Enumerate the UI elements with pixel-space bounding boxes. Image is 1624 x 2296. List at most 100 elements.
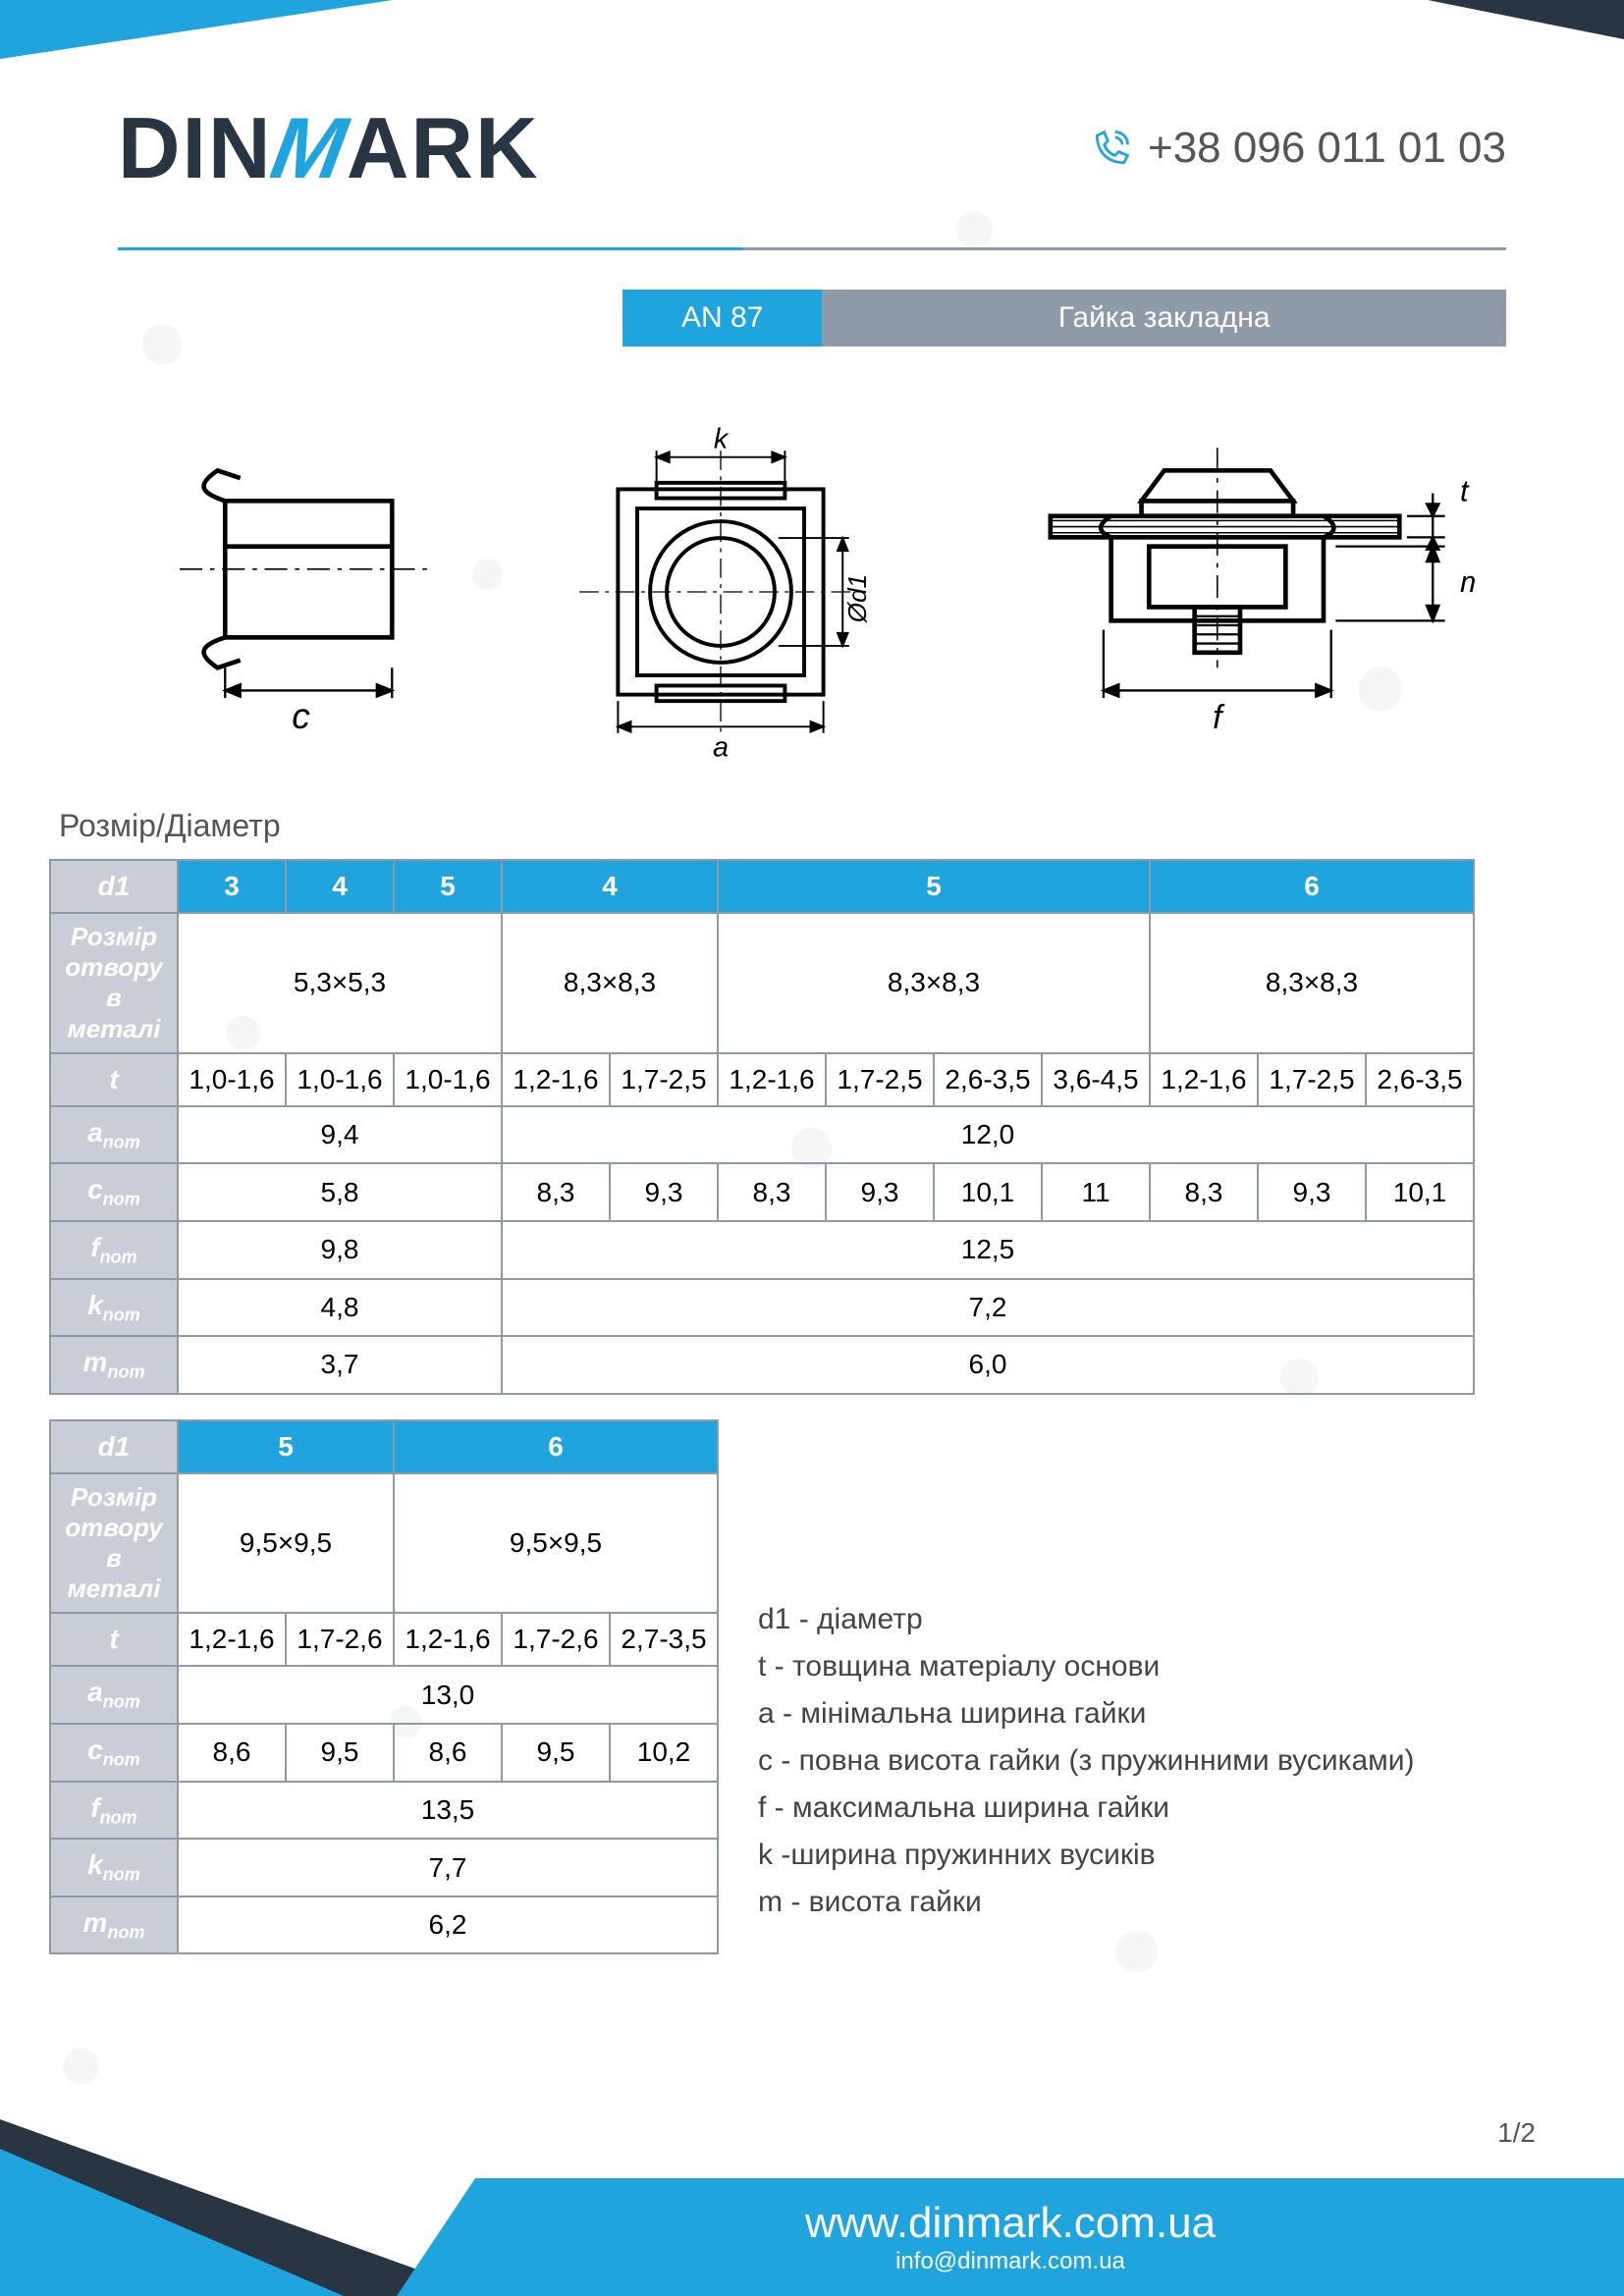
dim-t: t — [1460, 473, 1470, 507]
table-row-label: anom — [50, 1106, 178, 1164]
table-cell: 13,0 — [178, 1666, 718, 1724]
phone-number: +38 096 011 01 03 — [1148, 124, 1506, 173]
table-cell: 1,7-2,6 — [286, 1613, 394, 1666]
table-row-label: knom — [50, 1279, 178, 1337]
table-cell: 3,6-4,5 — [1042, 1053, 1150, 1106]
table-cell: 8,3 — [718, 1163, 826, 1221]
table-cell: 9,3 — [826, 1163, 934, 1221]
legend-a: a - мінімальна ширина гайки — [758, 1690, 1415, 1737]
table-cell: 12,5 — [502, 1221, 1474, 1279]
table-cell: 10,2 — [610, 1724, 718, 1782]
dim-f: f — [1213, 699, 1225, 736]
table-cell: 1,7-2,5 — [1258, 1053, 1366, 1106]
header: DINMARK +38 096 011 01 03 — [0, 0, 1624, 238]
table-cell: 8,3×8,3 — [1150, 913, 1474, 1053]
table-cell: 8,3×8,3 — [502, 913, 718, 1053]
table-cell: 9,5 — [286, 1724, 394, 1782]
footer-website: www.dinmark.com.ua — [805, 2199, 1216, 2248]
phone: +38 096 011 01 03 — [1090, 124, 1506, 173]
table-cell: 1,2-1,6 — [502, 1053, 610, 1106]
table-row-label: fnom — [50, 1782, 178, 1840]
header-rule — [118, 247, 1506, 250]
table-header-d1: d1 — [50, 1420, 178, 1473]
product-name: Гайка закладна — [822, 290, 1506, 347]
table-cell: 9,8 — [178, 1221, 502, 1279]
table-cell: 1,7-2,6 — [502, 1613, 610, 1666]
table-header-d1: d1 — [50, 860, 178, 913]
table-cell: 1,0-1,6 — [394, 1053, 502, 1106]
dim-m: m — [1460, 564, 1475, 599]
footer-bar: www.dinmark.com.ua info@dinmark.com.ua — [397, 2178, 1624, 2296]
table-cell: 2,7-3,5 — [610, 1613, 718, 1666]
table-cell: 1,7-2,5 — [610, 1053, 718, 1106]
legend-c: c - повна висота гайки (з пружинними вус… — [758, 1737, 1415, 1785]
table-cell: 8,6 — [394, 1724, 502, 1782]
corner-bottom-left-accent — [0, 2149, 344, 2296]
legend-d1: d1 - діаметр — [758, 1596, 1415, 1643]
legend-t: t - товщина матеріалу основи — [758, 1643, 1415, 1690]
page-number: 1/2 — [1497, 2117, 1536, 2149]
table-cell: 9,3 — [610, 1163, 718, 1221]
table-cell: 1,2-1,6 — [178, 1613, 286, 1666]
table-header-value: 5 — [394, 860, 502, 913]
table-row-label-hole: Розміротворувметалі — [50, 913, 178, 1053]
table-cell: 13,5 — [178, 1782, 718, 1840]
table-header-value: 3 — [178, 860, 286, 913]
table-cell: 1,0-1,6 — [178, 1053, 286, 1106]
table-cell: 9,4 — [178, 1106, 502, 1164]
table-cell: 1,7-2,5 — [826, 1053, 934, 1106]
legend: d1 - діаметр t - товщина матеріалу основ… — [758, 1596, 1415, 1926]
table-cell: 8,3 — [1150, 1163, 1258, 1221]
logo-text-m: M — [264, 98, 355, 198]
table-cell: 2,6-3,5 — [1366, 1053, 1474, 1106]
table-cell: 1,2-1,6 — [1150, 1053, 1258, 1106]
table-cell: 7,7 — [178, 1839, 718, 1896]
table-cell: 8,3×8,3 — [718, 913, 1150, 1053]
legend-k: k -ширина пружинних вусиків — [758, 1832, 1415, 1879]
table-header-value: 4 — [286, 860, 394, 913]
dim-k: k — [714, 425, 730, 455]
table-row-label: mnom — [50, 1336, 178, 1394]
table-cell: 8,3 — [502, 1163, 610, 1221]
table-cell: 1,0-1,6 — [286, 1053, 394, 1106]
table-header-value: 6 — [394, 1420, 718, 1473]
table-row-label: cnom — [50, 1163, 178, 1221]
diagram-assembly: f t m — [990, 425, 1476, 759]
spec-table-2: d156Розміротворувметалі9,5×9,59,5×9,5t1,… — [49, 1419, 719, 1955]
table-row-label: cnom — [50, 1724, 178, 1782]
table-header-value: 5 — [718, 860, 1150, 913]
section-label: Розмір/Діаметр — [59, 808, 1624, 844]
table-cell: 10,1 — [934, 1163, 1042, 1221]
table-cell: 8,6 — [178, 1724, 286, 1782]
table-row-label: knom — [50, 1839, 178, 1896]
table-row-label: mnom — [50, 1896, 178, 1954]
logo-text-post: ARK — [347, 98, 540, 198]
diagram-row: c k a — [98, 405, 1526, 778]
table-cell: 7,2 — [502, 1279, 1474, 1337]
diagram-side: c — [149, 425, 453, 759]
table-cell: 1,2-1,6 — [718, 1053, 826, 1106]
table-cell: 6,0 — [502, 1336, 1474, 1394]
table-cell: 5,8 — [178, 1163, 502, 1221]
table-header-value: 5 — [178, 1420, 394, 1473]
table-cell: 6,2 — [178, 1896, 718, 1954]
logo-text-pre: DIN — [118, 98, 273, 198]
table-cell: 10,1 — [1366, 1163, 1474, 1221]
logo: DINMARK — [118, 98, 540, 198]
table-cell: 1,2-1,6 — [394, 1613, 502, 1666]
table-header-value: 6 — [1150, 860, 1474, 913]
table-cell: 9,3 — [1258, 1163, 1366, 1221]
table-cell: 12,0 — [502, 1106, 1474, 1164]
table-cell: 9,5×9,5 — [178, 1473, 394, 1614]
table-row-label-hole: Розміротворувметалі — [50, 1473, 178, 1614]
footer-email: info@dinmark.com.ua — [895, 2248, 1125, 2275]
table-cell: 9,5 — [502, 1724, 610, 1782]
table-cell: 5,3×5,3 — [178, 913, 502, 1053]
table-cell: 3,7 — [178, 1336, 502, 1394]
table-row-label: anom — [50, 1666, 178, 1724]
table-cell: 11 — [1042, 1163, 1150, 1221]
dim-d1: Ød1 — [842, 574, 872, 623]
diagram-top: k a Ød1 — [554, 425, 888, 759]
table-row-label-t: t — [50, 1613, 178, 1666]
table-cell: 9,5×9,5 — [394, 1473, 718, 1614]
